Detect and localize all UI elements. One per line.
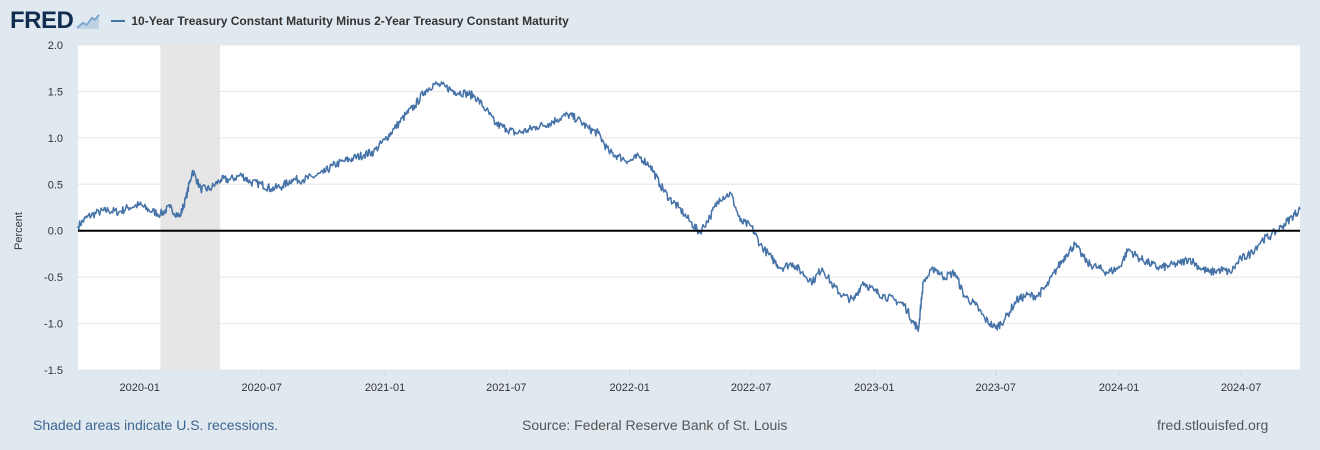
x-tick-label: 2020-07: [241, 382, 281, 394]
fred-logo-text: FRED: [10, 7, 74, 34]
legend-label: 10-Year Treasury Constant Maturity Minus…: [131, 14, 569, 28]
y-axis-title: Percent: [13, 212, 25, 250]
x-axis: 2020-01 2020-07 2021-01 2021-07 2022-01 2022-…: [119, 370, 1261, 394]
line-chart: 2.01.51.00.50.0-0.5-1.0-1.5 2020-01 2020-…: [13, 40, 1301, 394]
y-tick-label: 1.5: [48, 86, 63, 98]
x-tick-label: 2020-01: [119, 382, 159, 394]
x-tick-label: 2023-01: [854, 382, 894, 394]
series-line: [77, 81, 1301, 332]
fred-logo[interactable]: FRED: [10, 7, 102, 35]
y-tick-label: 2.0: [48, 40, 63, 52]
y-tick-label: -1.5: [44, 365, 63, 377]
x-tick-label: 2024-01: [1099, 382, 1139, 394]
x-tick-label: 2022-07: [731, 382, 771, 394]
y-tick-label: -1.0: [44, 319, 63, 331]
y-tick-label: -0.5: [44, 272, 63, 284]
x-tick-label: 2021-07: [486, 382, 526, 394]
x-tick-label: 2024-07: [1221, 382, 1261, 394]
x-tick-label: 2021-01: [365, 382, 405, 394]
chart-legend: 10-Year Treasury Constant Maturity Minus…: [111, 14, 569, 28]
x-tick-label: 2022-01: [609, 382, 649, 394]
legend-swatch: [111, 20, 126, 22]
y-axis: 2.0 1.5 1.0 0.5 0.0 -0.5 -1.0 -1.5: [44, 40, 63, 377]
y-tick-label: 0.5: [48, 179, 63, 191]
recession-note[interactable]: Shaded areas indicate U.S. recessions.: [33, 417, 279, 433]
source-note: Source: Federal Reserve Bank of St. Loui…: [522, 417, 788, 433]
chart-line-icon: [75, 11, 102, 31]
fred-url-link[interactable]: fred.stlouisfed.org: [1157, 417, 1269, 433]
plot-area: [78, 45, 1300, 370]
y-tick-label: 1.0: [48, 133, 63, 145]
x-tick-label: 2023-07: [975, 382, 1015, 394]
chart-header: FRED 10-Year Treasury Constant Maturity …: [10, 6, 569, 36]
y-tick-label: 0.0: [48, 226, 63, 238]
